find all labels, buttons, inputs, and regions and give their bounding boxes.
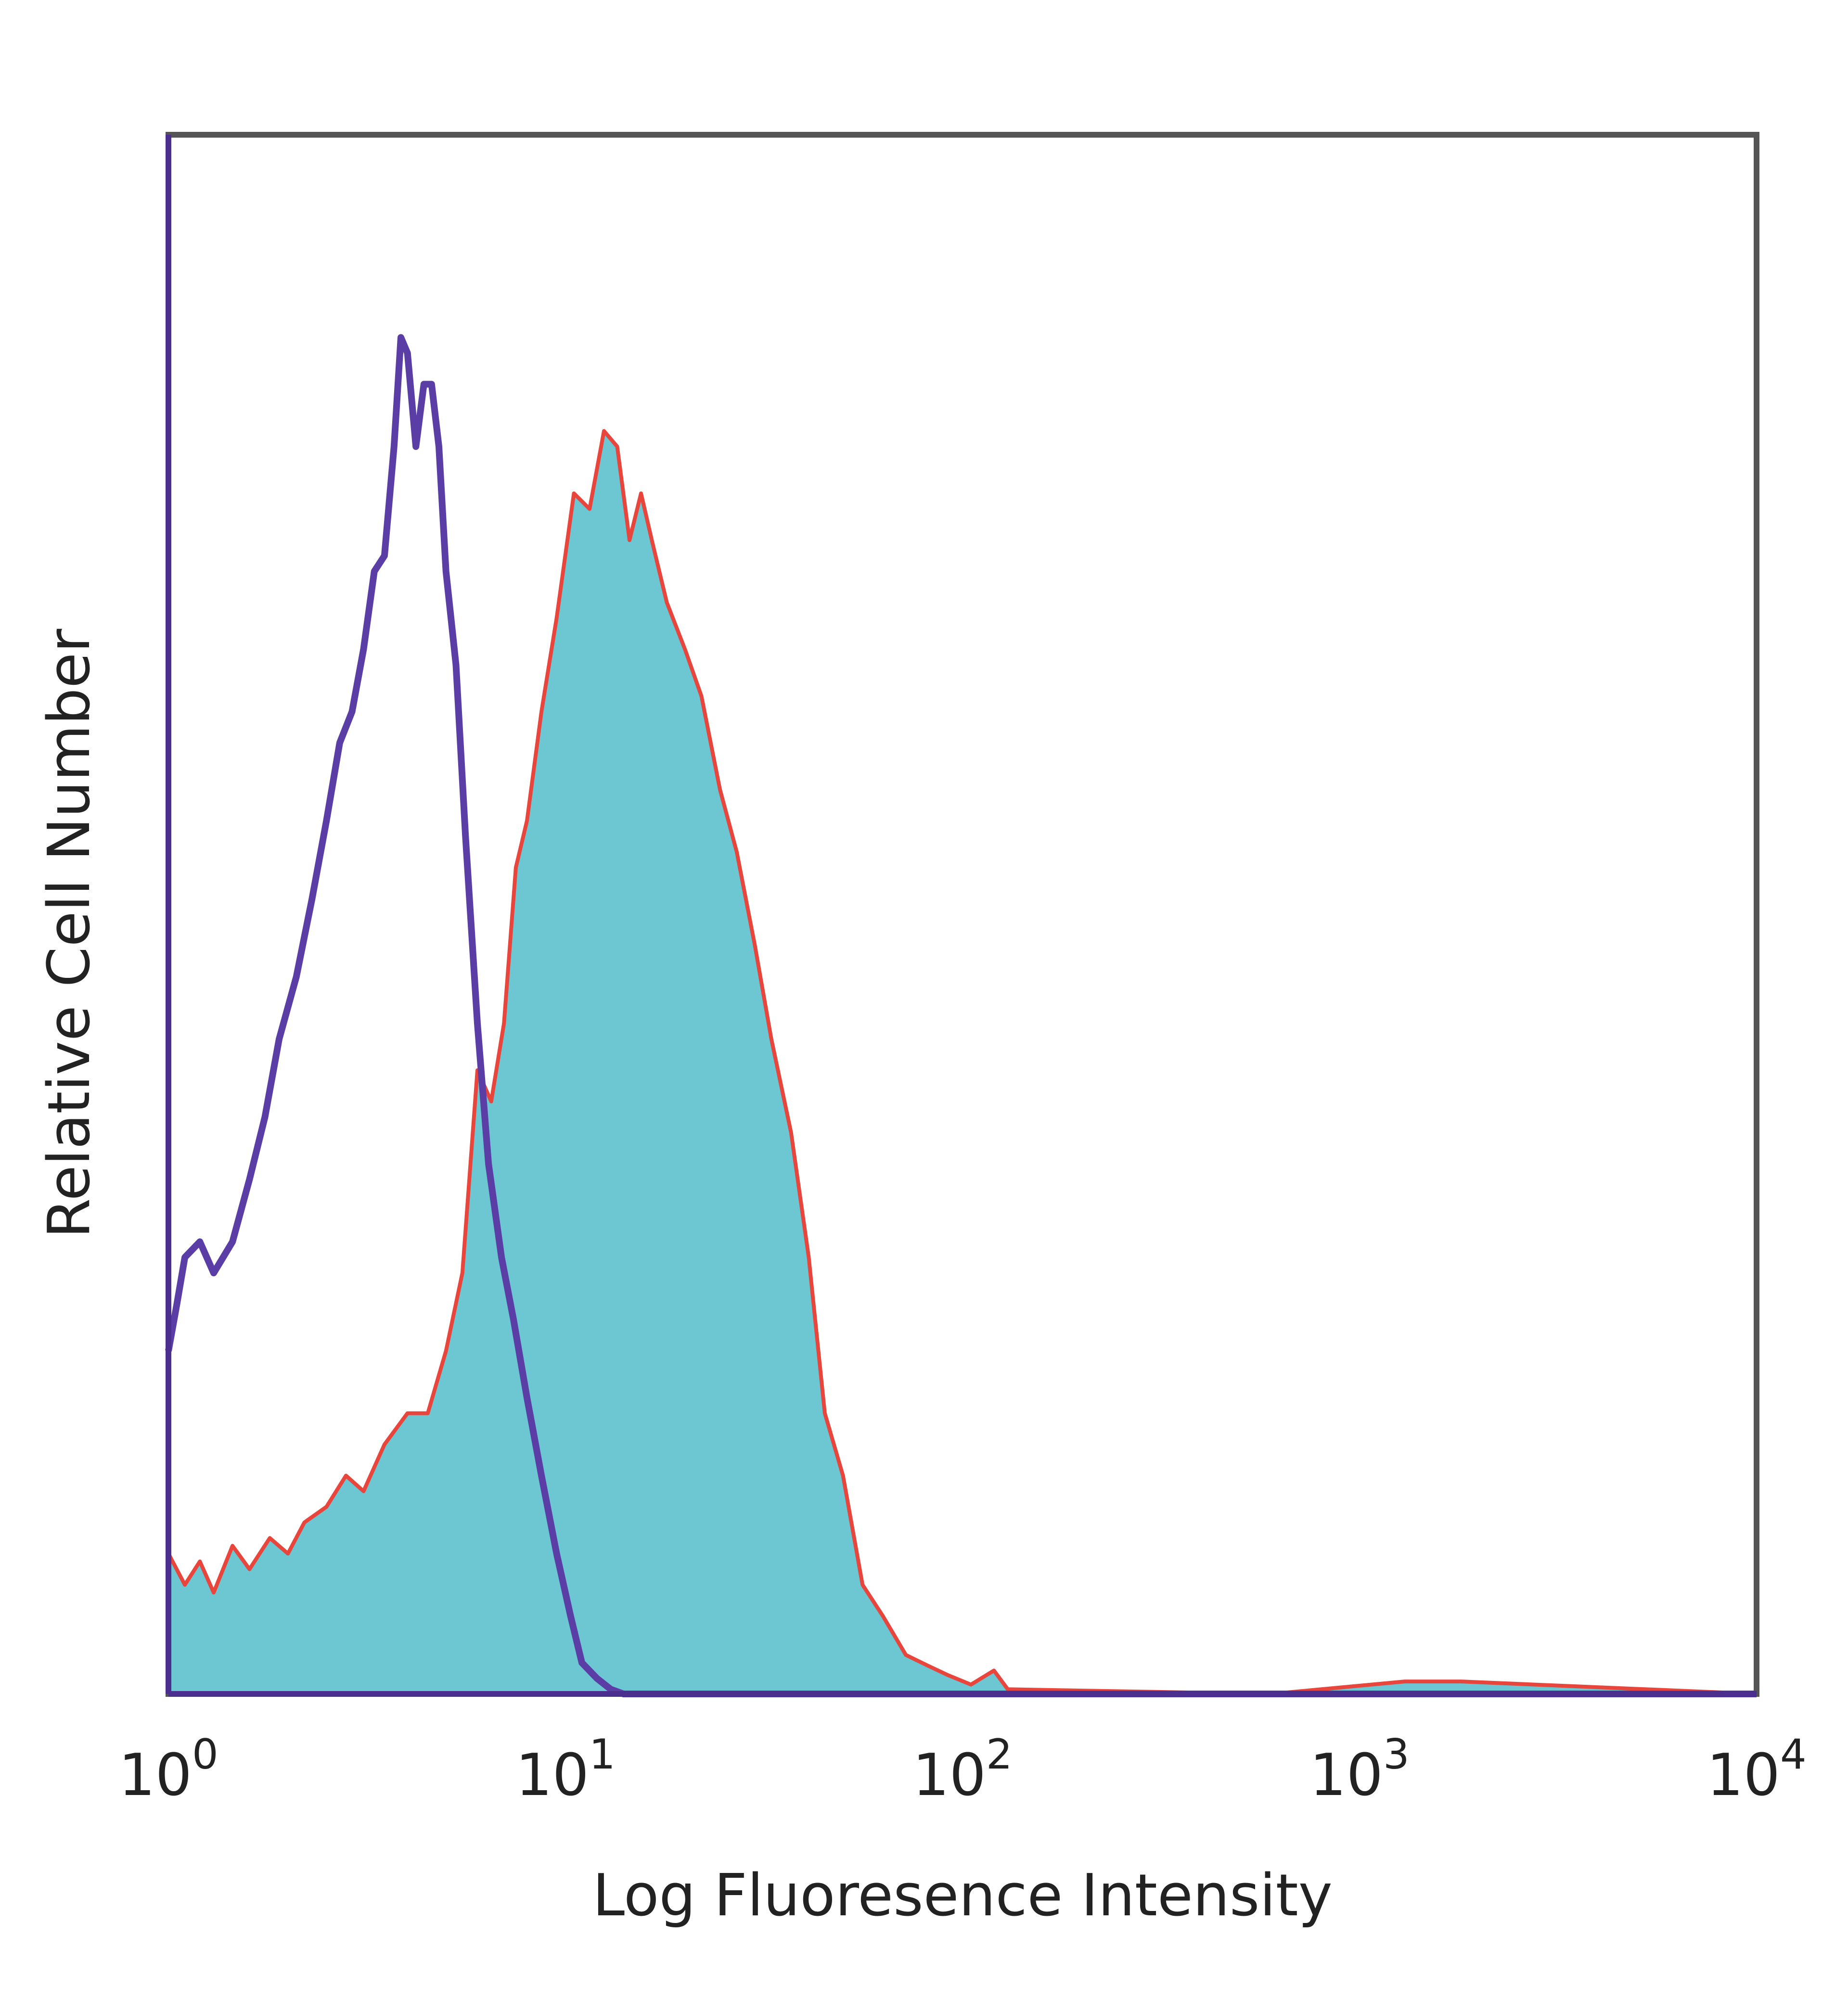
x-tick-label: 101 [515,1731,615,1809]
x-tick-label: 100 [118,1731,218,1809]
y-axis-label: Relative Cell Number [36,628,103,1238]
x-tick-labels: 100 101 102 103 104 [118,1731,1806,1809]
x-tick-label: 104 [1707,1731,1806,1809]
histogram-fill-sample [168,431,1757,1694]
histogram-outline-sample [167,429,1757,1696]
plot-marks [165,334,1757,1697]
x-tick-label: 102 [912,1731,1012,1809]
x-axis-label: Log Fluoresence Intensity [592,1862,1333,1929]
histogram-line-control [165,334,1757,1697]
x-tick-label: 103 [1309,1731,1409,1809]
